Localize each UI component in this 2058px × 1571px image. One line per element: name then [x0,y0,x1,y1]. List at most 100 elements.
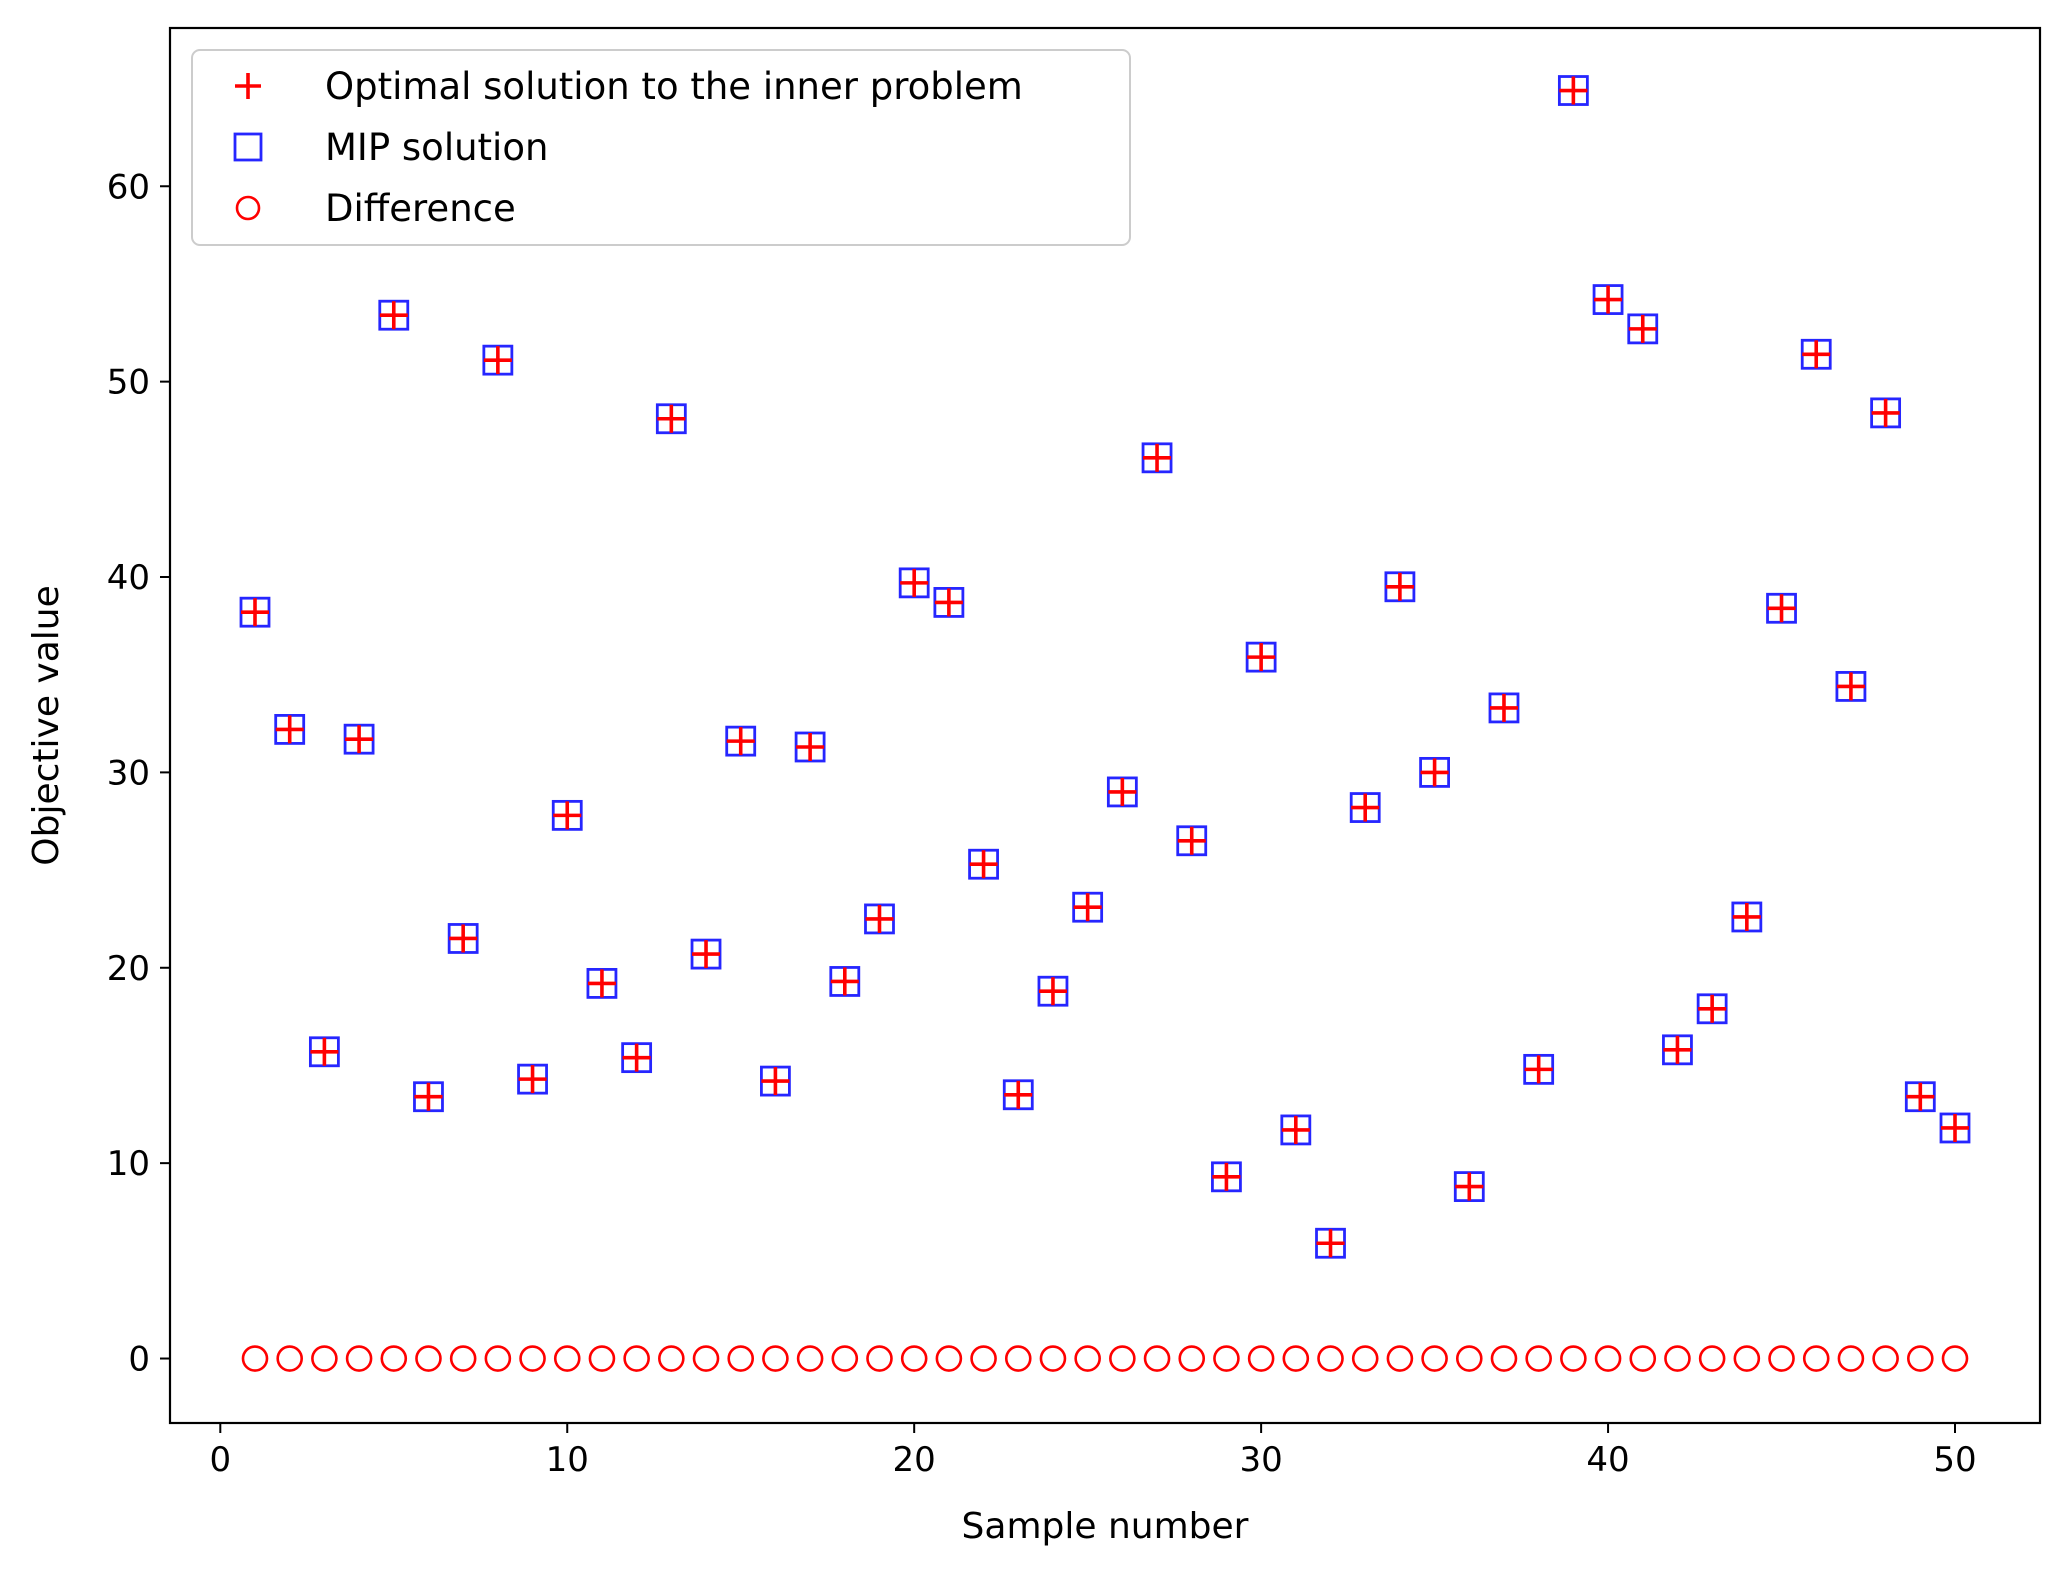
y-tick-label: 0 [128,1340,150,1380]
data-point-plus [449,924,478,953]
data-point-circle [588,1345,616,1372]
data-point-circle [345,1345,373,1372]
data-point-plus [1385,572,1414,601]
data-point-circle [1004,1345,1032,1372]
data-point-circle [1421,1345,1448,1372]
data-point-plus [1073,893,1102,922]
data-point-circle [1907,1345,1934,1372]
legend-item: MIP solution [233,126,548,169]
x-tick-label: 0 [209,1440,231,1480]
x-tick-label: 20 [893,1440,936,1480]
data-point-circle [1178,1345,1206,1372]
data-point-circle [970,1345,997,1372]
data-point-circle [762,1345,789,1372]
data-point-plus [900,568,929,597]
axis-ticks: 0 10 20 30 40 50 0 10 20 30 40 50 60 [107,167,1977,1480]
y-tick-label: 60 [107,167,150,207]
data-point-circle [1802,1345,1830,1372]
data-point-circle [1247,1345,1275,1372]
data-point-plus [1143,443,1172,472]
data-point-circle [1698,1345,1726,1372]
data-point-plus [796,732,825,761]
data-point-circle [831,1345,859,1372]
data-point-plus [1420,758,1449,787]
data-point-plus [622,1043,651,1072]
data-point-circle [1837,1345,1865,1372]
data-point-circle [415,1345,442,1372]
legend-frame [191,49,1131,246]
data-point-circle [1317,1345,1344,1372]
data-point-circle [1386,1345,1414,1372]
legend-marker-circle [235,195,261,221]
data-point-plus [1559,76,1588,105]
data-point-circle [380,1345,408,1372]
data-point-circle [1560,1345,1587,1372]
data-point-circle [1109,1345,1136,1372]
legend-item: Difference [235,187,516,230]
y-tick-label: 40 [107,558,150,598]
data-point-circle [519,1345,546,1372]
data-point-plus [1767,594,1796,623]
legend: Optimal solution to the inner problem MIP… [191,49,1131,246]
data-point-circle [727,1345,755,1372]
data-point-circle [1525,1345,1552,1372]
data-point-circle [449,1345,477,1372]
data-point-circle [1768,1345,1795,1372]
data-point-circle [1664,1345,1691,1372]
x-tick-label: 30 [1239,1440,1282,1480]
data-point-circle [1351,1345,1379,1372]
data-point-circle [1490,1345,1518,1372]
data-point-plus [1108,777,1137,806]
data-point-plus [830,967,859,996]
data-point-plus [379,301,408,330]
data-point-plus [553,801,582,830]
data-point-circle [1733,1345,1761,1372]
data-point-circle [866,1345,893,1372]
data-point-plus [1906,1082,1935,1111]
data-point-circle [1594,1345,1622,1372]
y-tick-label: 50 [107,363,150,403]
series-circle [241,1345,1969,1372]
data-point-circle [241,1345,269,1372]
legend-marker-plus [235,73,261,99]
legend-item: Optimal solution to the inner problem [235,65,1023,108]
data-point-plus [345,725,374,754]
data-point-plus [1247,643,1276,672]
data-point-plus [483,346,512,375]
data-point-plus [1871,398,1900,427]
data-point-circle [935,1345,963,1372]
data-point-circle [553,1345,581,1372]
data-point-plus [1524,1055,1553,1084]
data-point-plus [1594,285,1623,314]
data-point-circle [1143,1345,1171,1372]
data-point-circle [900,1345,928,1372]
data-point-plus [1316,1229,1345,1258]
data-point-plus [1663,1035,1692,1064]
x-tick-label: 40 [1586,1440,1629,1480]
data-point-plus [1455,1172,1484,1201]
data-point-plus [1732,902,1761,931]
data-point-plus [934,588,963,617]
y-tick-label: 20 [107,949,150,989]
legend-label: MIP solution [325,126,548,169]
data-point-circle [658,1345,685,1372]
data-point-plus [587,969,616,998]
data-point-circle [1629,1345,1657,1372]
data-point-circle [796,1345,824,1372]
data-point-plus [726,727,755,756]
data-point-circle [692,1345,720,1372]
data-point-plus [1351,793,1380,822]
data-point-plus [1004,1080,1033,1109]
series-plus [241,76,1969,1258]
legend-label: Optimal solution to the inner problem [325,65,1023,108]
data-point-circle [1213,1345,1240,1372]
data-point-circle [276,1345,303,1372]
data-point-plus [865,904,894,933]
data-point-plus [1489,693,1518,722]
y-tick-label: 10 [107,1144,150,1184]
data-point-circle [1455,1345,1483,1372]
data-point-circle [1941,1345,1969,1372]
data-point-circle [1872,1345,1899,1372]
